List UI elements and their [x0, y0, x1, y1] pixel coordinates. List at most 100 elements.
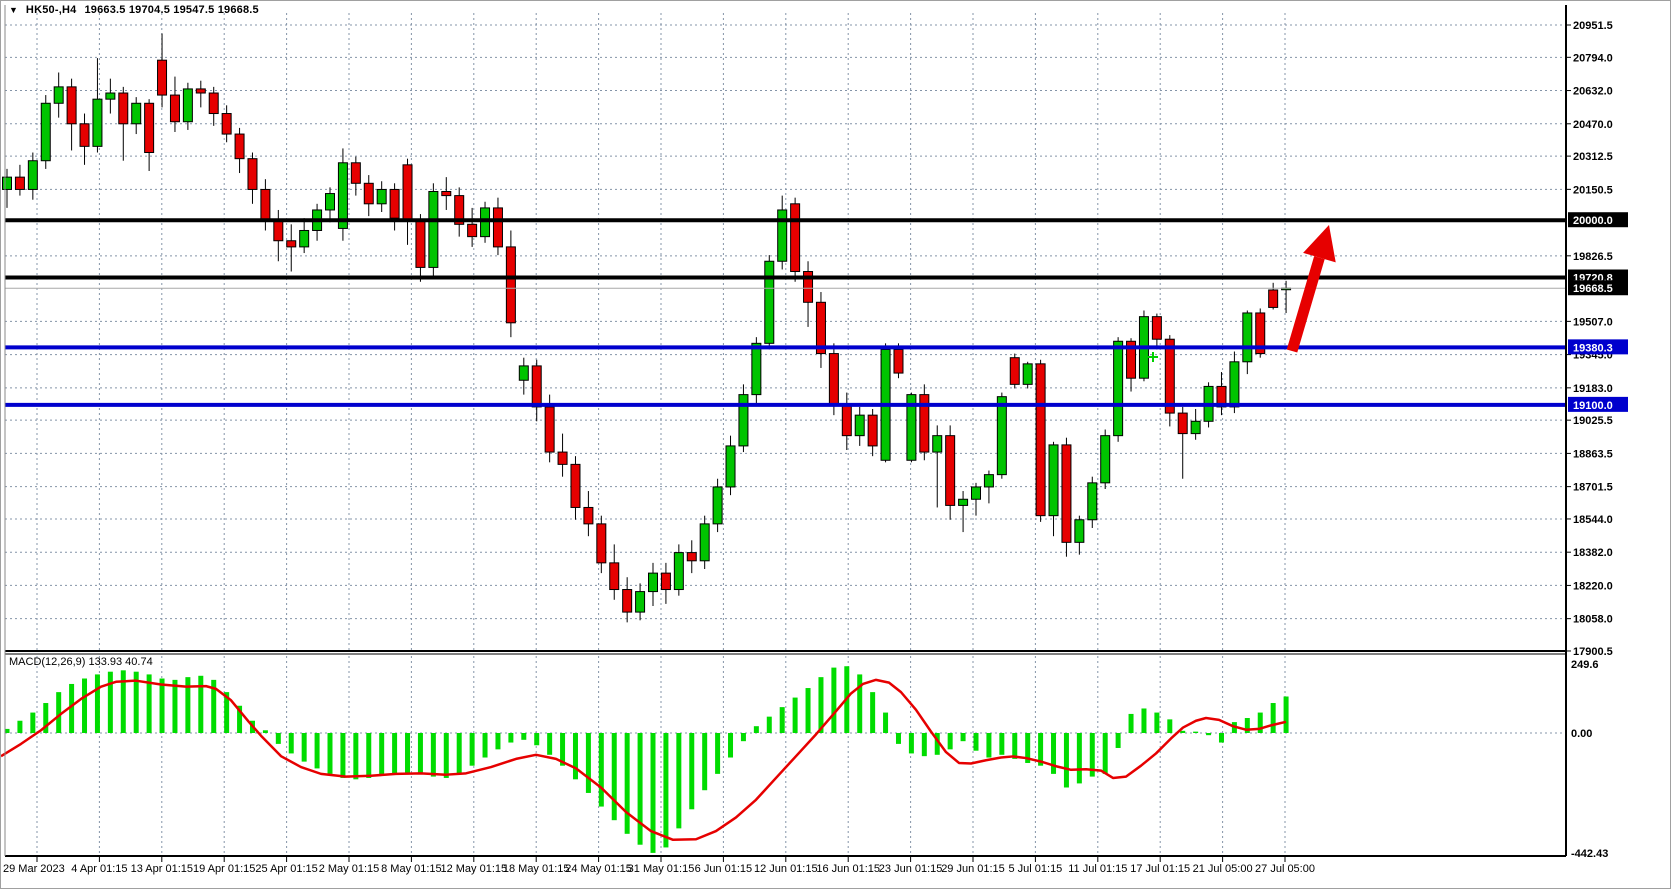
date-tick-label: 27 Jul 05:00	[1255, 863, 1315, 875]
macd-histogram-bar	[870, 692, 876, 733]
candle-bullish	[738, 394, 749, 447]
candle-bullish	[996, 396, 1007, 476]
candle-bullish	[53, 86, 64, 104]
candle-bearish	[1268, 289, 1279, 308]
macd-histogram-bar	[611, 733, 617, 821]
chart-dropdown-icon[interactable]: ▼	[9, 5, 18, 15]
macd-histogram-bar	[327, 733, 333, 774]
macd-axis-label: -442.43	[1571, 848, 1608, 860]
date-tick-label: 5 Jul 01:15	[1008, 863, 1062, 875]
macd-histogram-bar	[534, 733, 540, 746]
macd-histogram-bar	[314, 733, 320, 769]
macd-histogram-bar	[301, 733, 307, 762]
macd-histogram-bar	[753, 726, 759, 733]
candle-bullish	[428, 190, 439, 268]
macd-histogram-bar	[676, 733, 682, 829]
date-tick-label: 24 May 01:15	[565, 863, 632, 875]
date-tick-label: 13 Apr 01:15	[131, 863, 193, 875]
macd-histogram-bar	[4, 728, 10, 733]
candle-bearish	[66, 86, 77, 125]
price-badge	[1568, 339, 1628, 355]
candle-bearish	[247, 158, 258, 190]
price-tick-label: 20312.5	[1573, 151, 1613, 163]
candle-bearish	[195, 88, 206, 94]
macd-histogram-bar	[689, 733, 695, 810]
candle-bearish	[686, 552, 697, 562]
candle-bullish	[764, 260, 775, 344]
candle-bearish	[790, 203, 801, 273]
macd-axis-label: 249.6	[1571, 659, 1599, 671]
candle-bearish	[286, 240, 297, 248]
macd-histogram-bar	[120, 670, 126, 733]
macd-histogram-bar	[159, 678, 165, 733]
macd-histogram-bar	[456, 733, 462, 774]
macd-histogram-bar	[1193, 731, 1199, 733]
candle-bearish	[570, 463, 581, 508]
macd-histogram-bar	[1167, 719, 1173, 733]
price-tick-label: 18220.0	[1573, 580, 1613, 592]
macd-histogram-bar	[818, 677, 824, 733]
candle-bearish	[531, 365, 542, 408]
candle-bearish	[402, 164, 413, 221]
macd-histogram-bar	[999, 733, 1005, 755]
macd-histogram-bar	[94, 674, 100, 733]
candle-bearish	[157, 59, 168, 96]
trend-arrow-shaft[interactable]	[1286, 256, 1325, 353]
candle-bearish	[622, 589, 633, 613]
candle-bullish	[725, 445, 736, 488]
candle-bearish	[1177, 412, 1188, 435]
macd-histogram-bar	[17, 720, 23, 733]
candle-bullish	[673, 552, 684, 591]
macd-histogram-bar	[585, 733, 591, 793]
candle-bullish	[1229, 361, 1240, 408]
macd-histogram-bar	[792, 697, 798, 733]
price-tick-label: 17900.5	[1573, 646, 1613, 658]
candle-bearish	[828, 353, 839, 406]
macd-histogram-bar	[133, 671, 139, 733]
macd-histogram-bar	[443, 733, 449, 778]
candle-bullish	[648, 572, 658, 593]
macd-histogram-bar	[417, 733, 423, 774]
candle-bearish	[803, 271, 814, 303]
candle-bullish	[376, 188, 387, 205]
price-tick-label: 20951.5	[1573, 20, 1613, 32]
candle-bearish	[14, 176, 25, 190]
candle-bearish	[945, 435, 956, 506]
macd-histogram-bar	[107, 671, 113, 733]
trend-arrow-head[interactable]	[1303, 225, 1336, 263]
macd-histogram-bar	[185, 677, 191, 733]
price-badge	[1568, 280, 1628, 296]
candle-bearish	[815, 301, 826, 355]
macd-histogram-bar	[702, 733, 708, 791]
macd-histogram-bar	[921, 733, 927, 757]
candle-bullish	[1022, 363, 1033, 385]
macd-histogram-bar	[883, 712, 889, 733]
candle-bearish	[1009, 357, 1020, 385]
candle-bullish	[2, 176, 12, 190]
candle-bullish	[1100, 435, 1111, 484]
candle-bullish	[635, 591, 646, 613]
macd-histogram-bar	[1025, 733, 1031, 763]
date-tick-label: 12 Jun 01:15	[754, 863, 818, 875]
macd-histogram-bar	[728, 733, 734, 758]
macd-histogram-bar	[340, 733, 346, 778]
price-badge	[1568, 396, 1628, 412]
candle-bearish	[441, 190, 452, 197]
candle-bearish	[544, 406, 555, 453]
macd-histogram-bar	[1270, 703, 1276, 733]
candle-bullish	[932, 435, 943, 453]
candle-bullish	[1190, 420, 1201, 435]
candle-bullish	[983, 474, 994, 488]
candle-bearish	[1061, 444, 1072, 543]
date-tick-label: 21 Jul 05:00	[1193, 863, 1253, 875]
candle-bearish	[867, 414, 878, 447]
price-tick-label: 19507.0	[1573, 316, 1613, 328]
macd-histogram-bar	[598, 733, 604, 807]
candle-bearish	[583, 506, 594, 525]
macd-histogram-bar	[973, 733, 979, 751]
candle-bullish	[131, 102, 142, 125]
candle-bearish	[1035, 363, 1046, 517]
price-badge	[1568, 212, 1628, 228]
